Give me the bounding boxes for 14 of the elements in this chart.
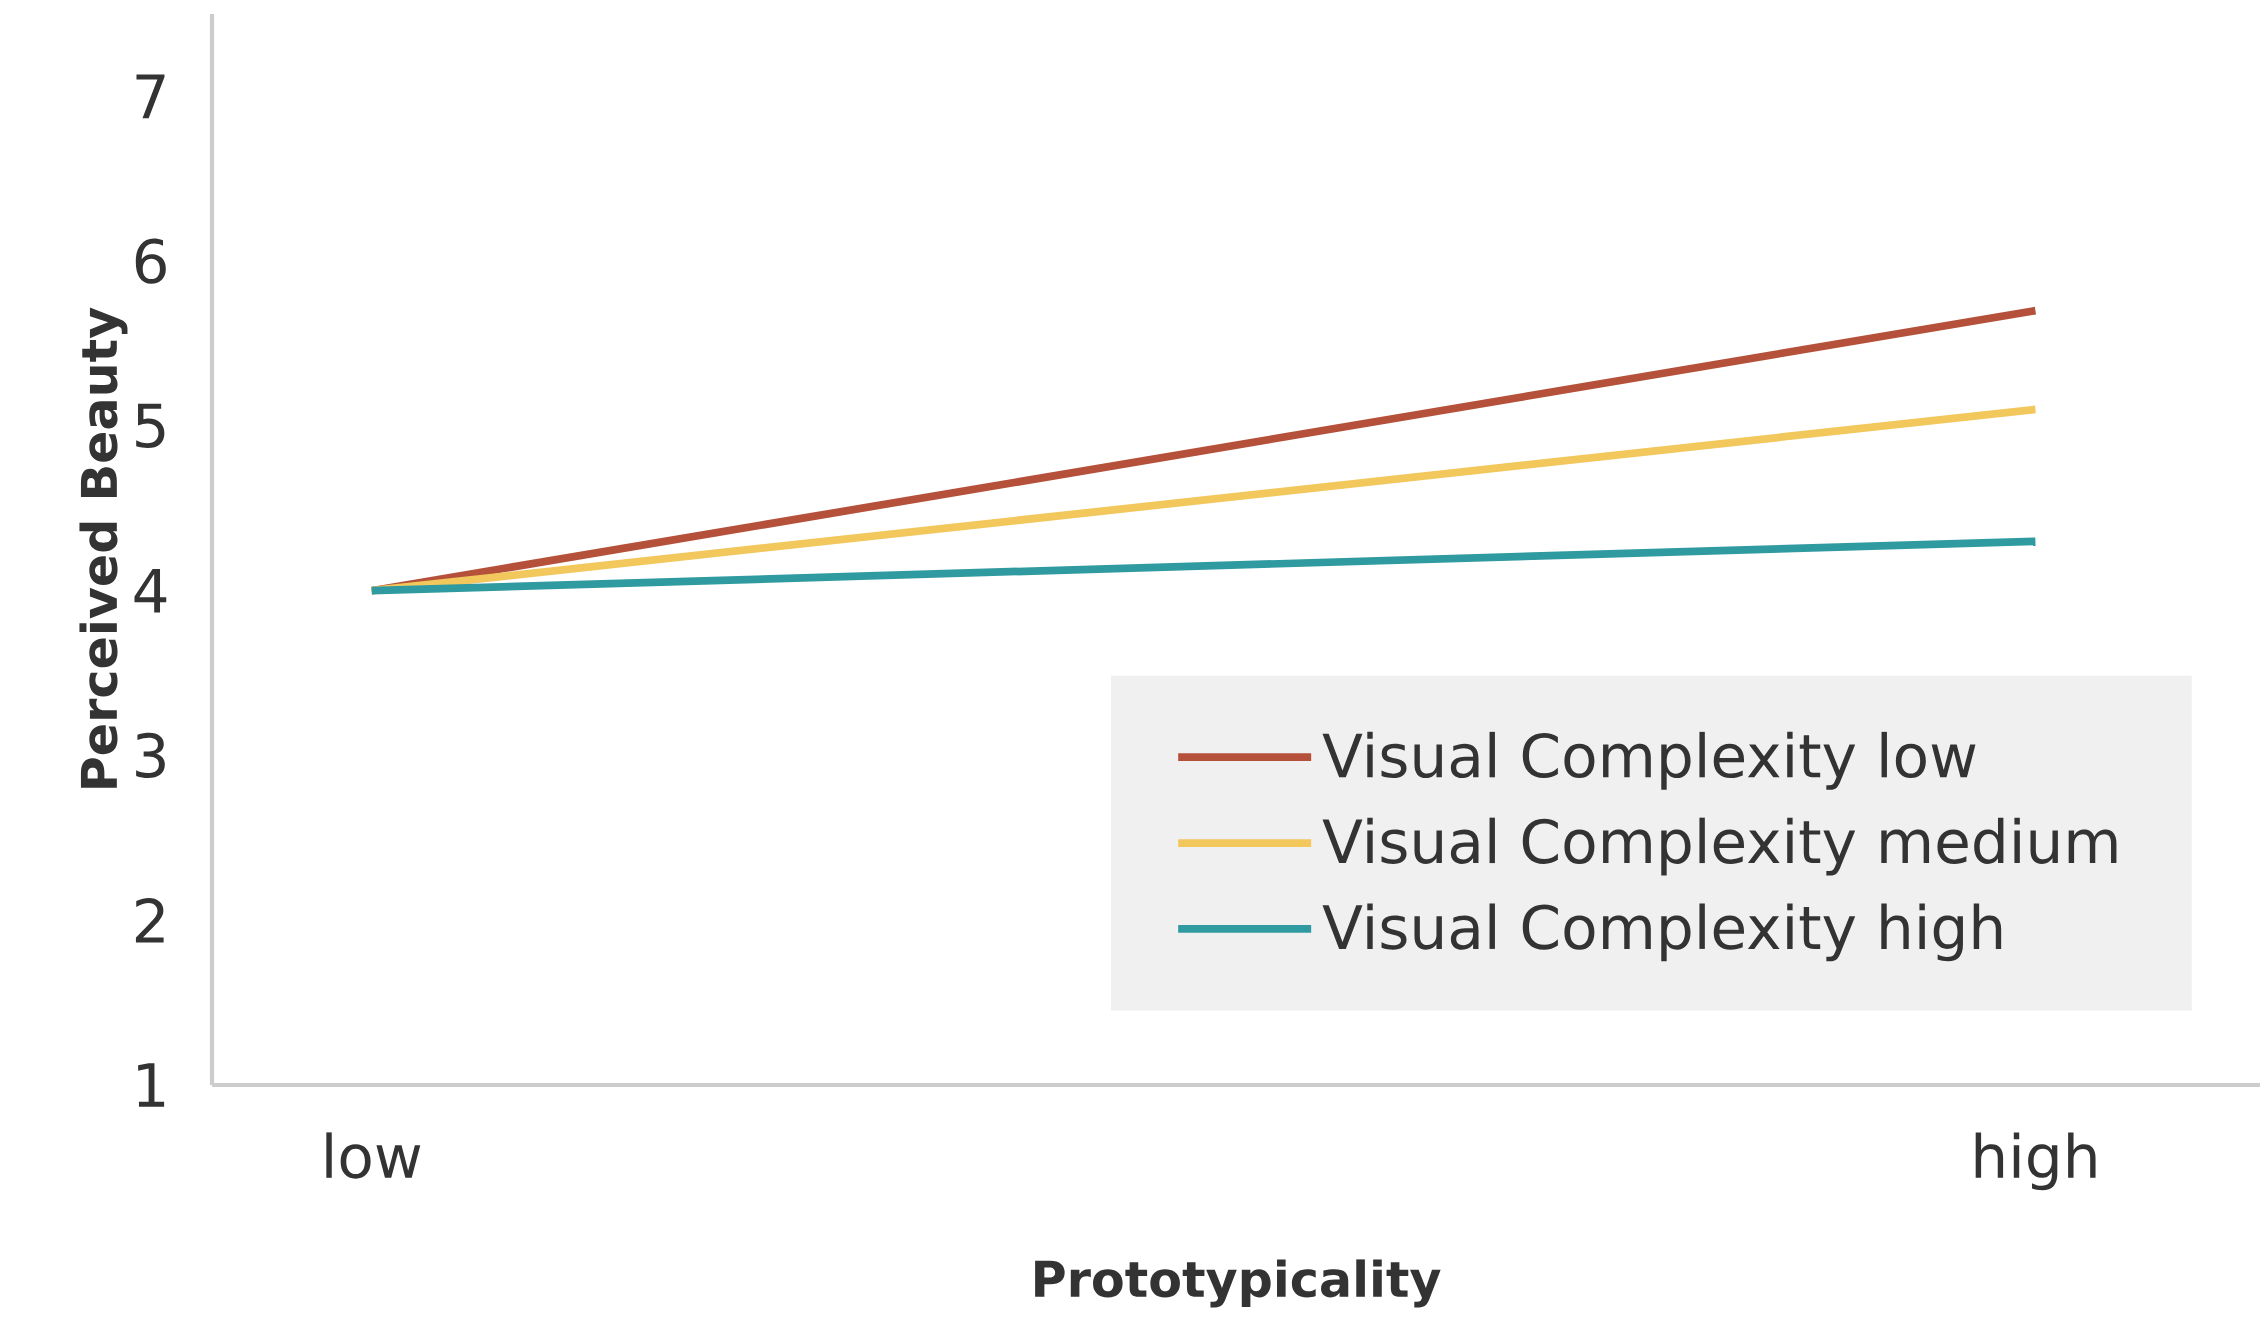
y-tick-label: 6 xyxy=(135,238,166,284)
x-axis-title: Prototypicality xyxy=(1035,1259,1441,1308)
x-tick-label: low xyxy=(326,1132,421,1179)
y-tick-label: 3 xyxy=(136,732,165,779)
y-tick-label: 1 xyxy=(138,1063,165,1107)
legend-label: Visual Complexity low xyxy=(1322,731,1976,790)
y-tick-label: 5 xyxy=(136,403,165,449)
y-tick-label: 7 xyxy=(136,74,165,119)
y-axis-title: Perceived Beauty xyxy=(79,307,128,788)
legend-label: Visual Complexity high xyxy=(1322,903,2002,962)
legend-label: Visual Complexity medium xyxy=(1322,817,2117,876)
y-tick-label: 2 xyxy=(135,898,164,943)
y-tick-label: 4 xyxy=(134,568,167,613)
x-tick-label: high xyxy=(1975,1132,2096,1191)
